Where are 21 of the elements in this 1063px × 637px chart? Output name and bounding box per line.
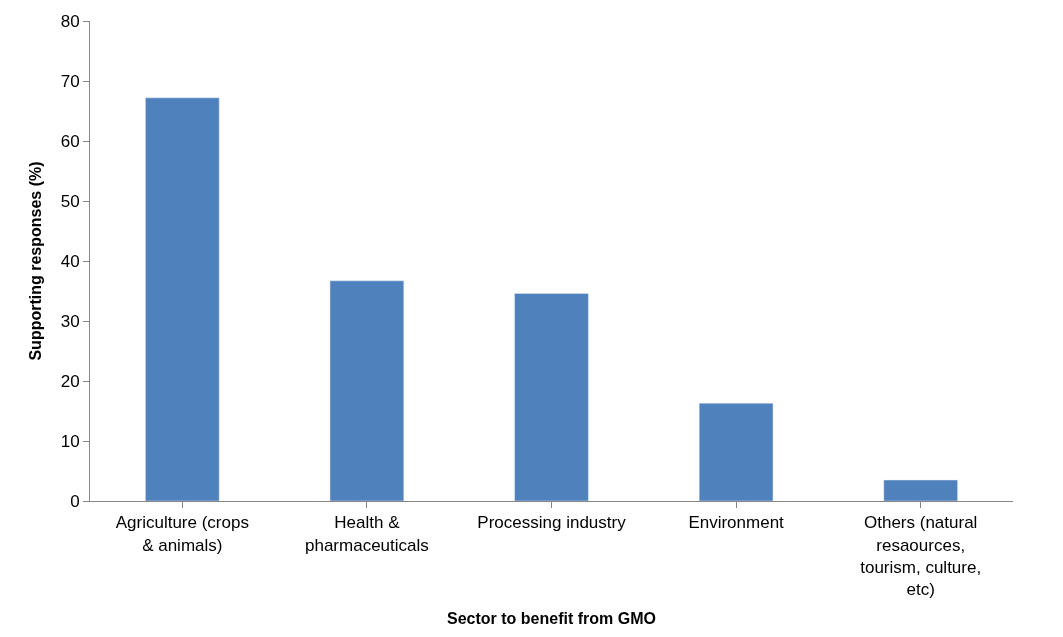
y-tick-label: 30 bbox=[60, 311, 80, 331]
bar bbox=[883, 479, 958, 501]
y-tick-label: 10 bbox=[60, 431, 80, 451]
y-tick-label: 40 bbox=[60, 251, 80, 271]
y-tick-label: 50 bbox=[60, 191, 80, 211]
bar bbox=[329, 280, 405, 501]
y-axis-title: Supporting responses (%) bbox=[26, 161, 44, 361]
y-tick-label: 70 bbox=[60, 71, 80, 91]
bar bbox=[514, 293, 589, 501]
y-tick-label: 0 bbox=[70, 491, 80, 511]
y-tick-label: 20 bbox=[60, 371, 80, 391]
bar bbox=[698, 402, 774, 501]
x-tick-label: Agriculture (crops & animals) bbox=[115, 513, 249, 555]
x-tick-label: Environment bbox=[688, 513, 785, 533]
x-tick-label: Processing industry bbox=[477, 513, 627, 533]
y-tick-label: 80 bbox=[60, 11, 80, 31]
x-tick-label: Health & pharmaceuticals bbox=[305, 513, 429, 555]
x-axis-title: Sector to benefit from GMO bbox=[447, 610, 656, 628]
bar bbox=[145, 97, 220, 501]
y-tick-label: 60 bbox=[60, 131, 80, 151]
x-tick-label: Others (natural resaources, tourism, culture, etc) bbox=[860, 513, 982, 599]
